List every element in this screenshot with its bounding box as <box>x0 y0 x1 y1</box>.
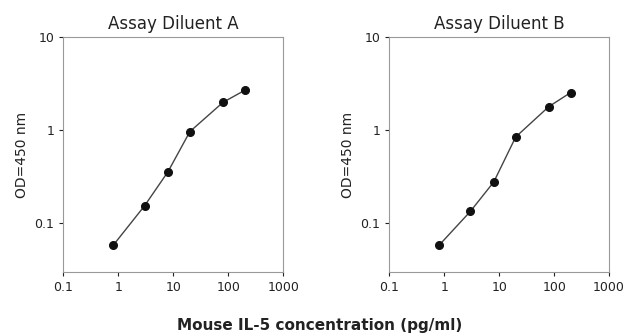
Text: Mouse IL-5 concentration (pg/ml): Mouse IL-5 concentration (pg/ml) <box>177 318 463 333</box>
Title: Assay Diluent A: Assay Diluent A <box>108 15 239 33</box>
Y-axis label: OD=450 nm: OD=450 nm <box>341 112 355 198</box>
Y-axis label: OD=450 nm: OD=450 nm <box>15 112 29 198</box>
Title: Assay Diluent B: Assay Diluent B <box>434 15 564 33</box>
